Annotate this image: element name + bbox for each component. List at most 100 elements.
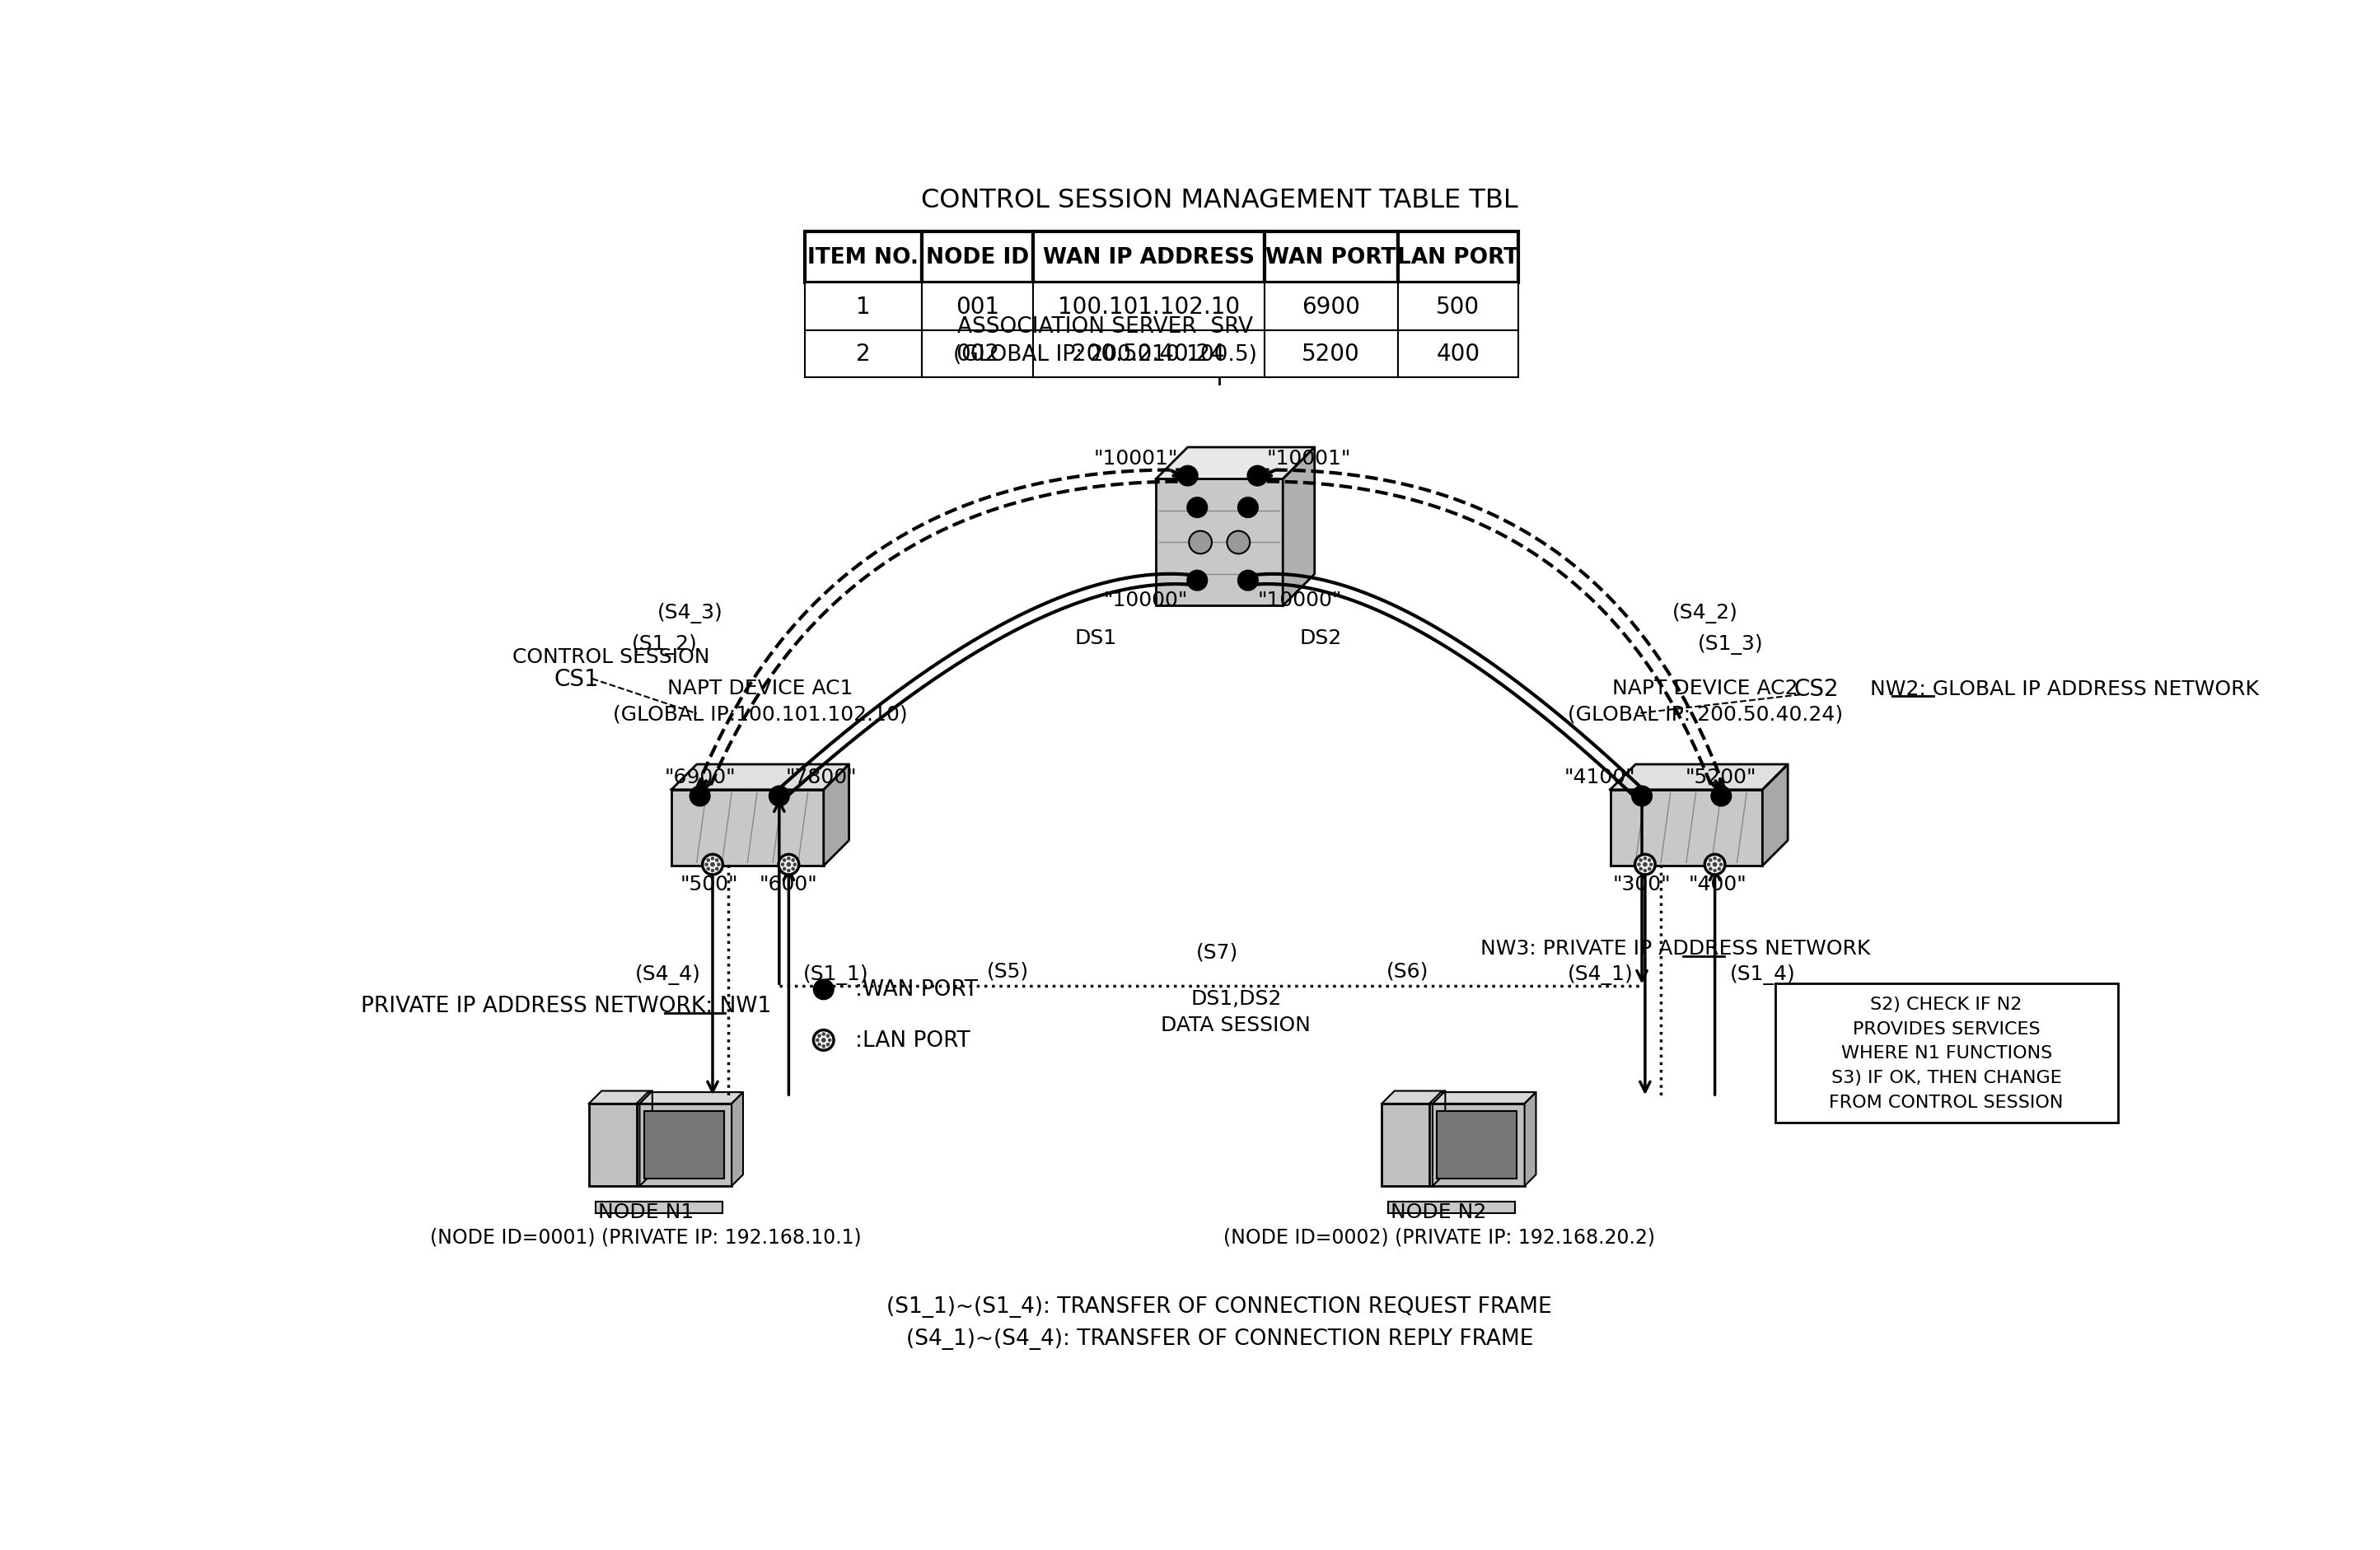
Circle shape bbox=[788, 870, 790, 873]
Circle shape bbox=[826, 1043, 828, 1046]
Circle shape bbox=[1714, 870, 1716, 873]
Text: DS1: DS1 bbox=[1076, 628, 1116, 648]
Text: (S1_3): (S1_3) bbox=[1697, 634, 1764, 654]
Text: (S1_2): (S1_2) bbox=[633, 634, 697, 654]
Circle shape bbox=[1238, 570, 1259, 591]
Bar bbox=[1157, 479, 1283, 606]
Text: DS1,DS2
DATA SESSION: DS1,DS2 DATA SESSION bbox=[1161, 989, 1311, 1035]
Circle shape bbox=[814, 1031, 833, 1051]
Bar bbox=[1033, 330, 1264, 378]
Bar bbox=[1383, 1104, 1433, 1186]
Circle shape bbox=[702, 854, 724, 874]
Bar bbox=[1264, 330, 1397, 378]
Text: ASSOCIATION SERVER  SRV
(GLOBAL IP: 200.210.100.5): ASSOCIATION SERVER SRV (GLOBAL IP: 200.2… bbox=[954, 316, 1257, 366]
Text: WAN IP ADDRESS: WAN IP ADDRESS bbox=[1042, 246, 1254, 268]
Text: NODE N2: NODE N2 bbox=[1390, 1201, 1488, 1221]
Circle shape bbox=[1706, 863, 1711, 866]
Bar bbox=[1397, 232, 1518, 284]
Text: CONTROL SESSION MANAGEMENT TABLE TBL: CONTROL SESSION MANAGEMENT TABLE TBL bbox=[921, 188, 1518, 214]
Circle shape bbox=[828, 1038, 831, 1042]
Polygon shape bbox=[1383, 1091, 1445, 1104]
Text: (S1_1): (S1_1) bbox=[804, 964, 869, 984]
Circle shape bbox=[707, 868, 709, 871]
Text: (S4_4): (S4_4) bbox=[635, 964, 702, 984]
Text: DS2: DS2 bbox=[1299, 628, 1342, 648]
Bar bbox=[1397, 284, 1518, 330]
Circle shape bbox=[1714, 857, 1716, 860]
Text: CS2: CS2 bbox=[1795, 677, 1840, 701]
Text: NODE ID: NODE ID bbox=[926, 246, 1028, 268]
Text: (S4_1)~(S4_4): TRANSFER OF CONNECTION REPLY FRAME: (S4_1)~(S4_4): TRANSFER OF CONNECTION RE… bbox=[907, 1328, 1533, 1349]
Bar bbox=[921, 330, 1033, 378]
Text: NAPT DEVICE AC2
(GLOBAL IP: 200.50.40.24): NAPT DEVICE AC2 (GLOBAL IP: 200.50.40.24… bbox=[1568, 679, 1842, 724]
Circle shape bbox=[690, 786, 709, 806]
Circle shape bbox=[1642, 863, 1647, 866]
Text: NW2: GLOBAL IP ADDRESS NETWORK: NW2: GLOBAL IP ADDRESS NETWORK bbox=[1871, 679, 2259, 699]
Text: 1: 1 bbox=[857, 294, 871, 318]
Circle shape bbox=[1647, 868, 1652, 871]
Text: 100.101.102.10: 100.101.102.10 bbox=[1057, 294, 1240, 318]
Circle shape bbox=[793, 859, 795, 862]
Circle shape bbox=[783, 868, 785, 871]
Text: (S7): (S7) bbox=[1195, 942, 1238, 961]
Bar bbox=[1033, 232, 1264, 284]
Circle shape bbox=[1714, 863, 1716, 866]
Circle shape bbox=[1188, 498, 1207, 518]
Bar bbox=[635, 1104, 731, 1186]
Text: (S1_4): (S1_4) bbox=[1730, 964, 1795, 984]
Circle shape bbox=[1709, 859, 1711, 862]
Bar bbox=[1430, 1104, 1526, 1186]
Circle shape bbox=[1637, 863, 1640, 866]
Circle shape bbox=[783, 859, 785, 862]
Circle shape bbox=[707, 859, 709, 862]
Circle shape bbox=[1709, 868, 1711, 871]
Text: (S6): (S6) bbox=[1385, 961, 1428, 981]
Text: "600": "600" bbox=[759, 874, 819, 894]
Circle shape bbox=[1238, 498, 1259, 518]
Circle shape bbox=[1647, 859, 1652, 862]
Polygon shape bbox=[823, 764, 850, 866]
Circle shape bbox=[1633, 786, 1652, 806]
Polygon shape bbox=[635, 1093, 743, 1104]
Polygon shape bbox=[588, 1091, 652, 1104]
Text: "400": "400" bbox=[1690, 874, 1747, 894]
Bar bbox=[1611, 791, 1764, 866]
Text: 200.50.40.24: 200.50.40.24 bbox=[1073, 343, 1226, 366]
Text: NAPT DEVICE AC1
(GLOBAL IP:100.101.102.10): NAPT DEVICE AC1 (GLOBAL IP:100.101.102.1… bbox=[614, 679, 907, 724]
Text: S2) CHECK IF N2
PROVIDES SERVICES
WHERE N1 FUNCTIONS
S3) IF OK, THEN CHANGE
FROM: S2) CHECK IF N2 PROVIDES SERVICES WHERE … bbox=[1830, 997, 2063, 1110]
Circle shape bbox=[814, 980, 833, 1000]
Text: 400: 400 bbox=[1435, 343, 1480, 366]
Circle shape bbox=[1228, 532, 1250, 555]
Circle shape bbox=[819, 1043, 821, 1046]
Circle shape bbox=[1645, 857, 1647, 860]
Circle shape bbox=[816, 1038, 819, 1042]
Text: WAN PORT: WAN PORT bbox=[1266, 246, 1397, 268]
Circle shape bbox=[1718, 868, 1721, 871]
Circle shape bbox=[712, 870, 714, 873]
Text: (S4_3): (S4_3) bbox=[657, 603, 724, 623]
Polygon shape bbox=[1433, 1091, 1445, 1186]
Text: "6900": "6900" bbox=[664, 767, 735, 787]
Circle shape bbox=[788, 863, 790, 866]
Text: (NODE ID=0002) (PRIVATE IP: 192.168.20.2): (NODE ID=0002) (PRIVATE IP: 192.168.20.2… bbox=[1223, 1228, 1654, 1246]
Circle shape bbox=[1178, 467, 1197, 487]
Bar bbox=[1397, 330, 1518, 378]
Circle shape bbox=[1721, 863, 1723, 866]
Circle shape bbox=[1247, 467, 1269, 487]
Text: PRIVATE IP ADDRESS NETWORK: NW1: PRIVATE IP ADDRESS NETWORK: NW1 bbox=[359, 995, 771, 1017]
Circle shape bbox=[1188, 570, 1207, 591]
Text: 001: 001 bbox=[954, 294, 1000, 318]
Text: 5200: 5200 bbox=[1302, 343, 1361, 366]
Circle shape bbox=[821, 1045, 826, 1048]
Circle shape bbox=[712, 863, 714, 866]
Circle shape bbox=[712, 857, 714, 860]
Bar bbox=[645, 1111, 724, 1178]
Text: 002: 002 bbox=[954, 343, 1000, 366]
Text: ITEM NO.: ITEM NO. bbox=[807, 246, 919, 268]
Text: "10000": "10000" bbox=[1104, 591, 1188, 609]
Circle shape bbox=[716, 859, 719, 862]
Circle shape bbox=[716, 863, 721, 866]
Polygon shape bbox=[1283, 448, 1314, 606]
Text: :WAN PORT: :WAN PORT bbox=[854, 980, 978, 1000]
Circle shape bbox=[778, 854, 800, 874]
